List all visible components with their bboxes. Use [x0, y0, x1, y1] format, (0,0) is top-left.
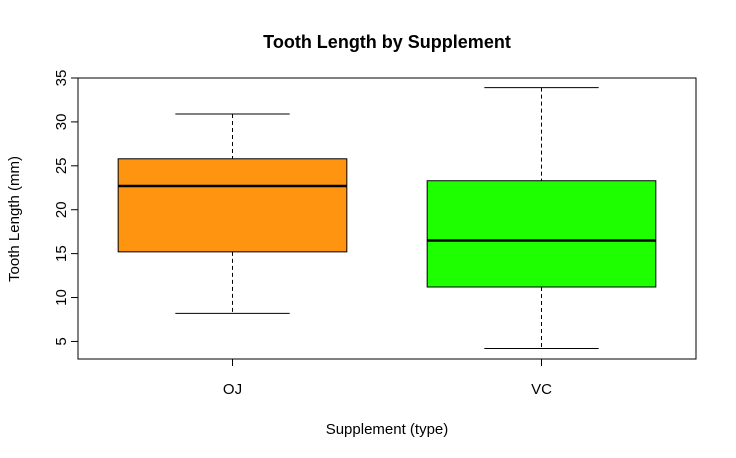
x-tick-label: VC	[531, 381, 552, 398]
y-tick-label: 25	[53, 157, 70, 174]
boxes	[117, 87, 657, 349]
y-tick-label: 10	[53, 289, 70, 306]
y-tick-label: 35	[53, 70, 70, 87]
y-tick-label: 30	[53, 114, 70, 131]
x-axis: OJ VC	[223, 358, 552, 398]
iqr-box	[426, 180, 657, 288]
y-axis-label: Tooth Length (mm)	[6, 156, 23, 282]
y-tick-label: 5	[53, 337, 70, 345]
x-tick-label: OJ	[223, 381, 242, 398]
box-vc	[426, 87, 657, 349]
y-tick-label: 20	[53, 201, 70, 218]
y-tick-label: 15	[53, 245, 70, 262]
chart-title: Tooth Length by Supplement	[263, 32, 511, 52]
x-axis-label: Supplement (type)	[326, 421, 449, 438]
y-axis: 5 10 15 20 25 30 35	[53, 70, 79, 346]
box-oj	[117, 113, 348, 314]
iqr-box	[117, 158, 348, 253]
